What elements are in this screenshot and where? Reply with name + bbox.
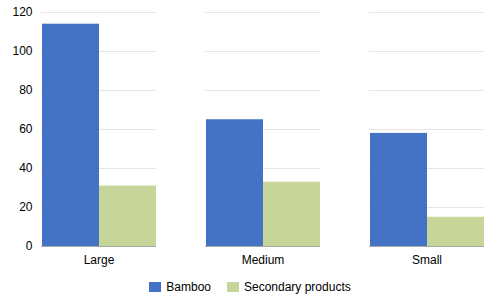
svg-text:20: 20 (19, 200, 33, 214)
svg-text:80: 80 (19, 83, 33, 97)
svg-text:0: 0 (26, 239, 33, 253)
svg-text:100: 100 (12, 44, 32, 58)
svg-text:120: 120 (12, 5, 32, 19)
html-text:Secondary products: Secondary products (244, 280, 351, 294)
svg-text:40: 40 (19, 161, 33, 175)
svg-text:Small: Small (412, 253, 442, 267)
svg-text:60: 60 (19, 122, 33, 136)
svg-text:Medium: Medium (242, 253, 285, 267)
svg-text:Large: Large (84, 253, 115, 267)
html-text:Bamboo: Bamboo (166, 280, 211, 294)
